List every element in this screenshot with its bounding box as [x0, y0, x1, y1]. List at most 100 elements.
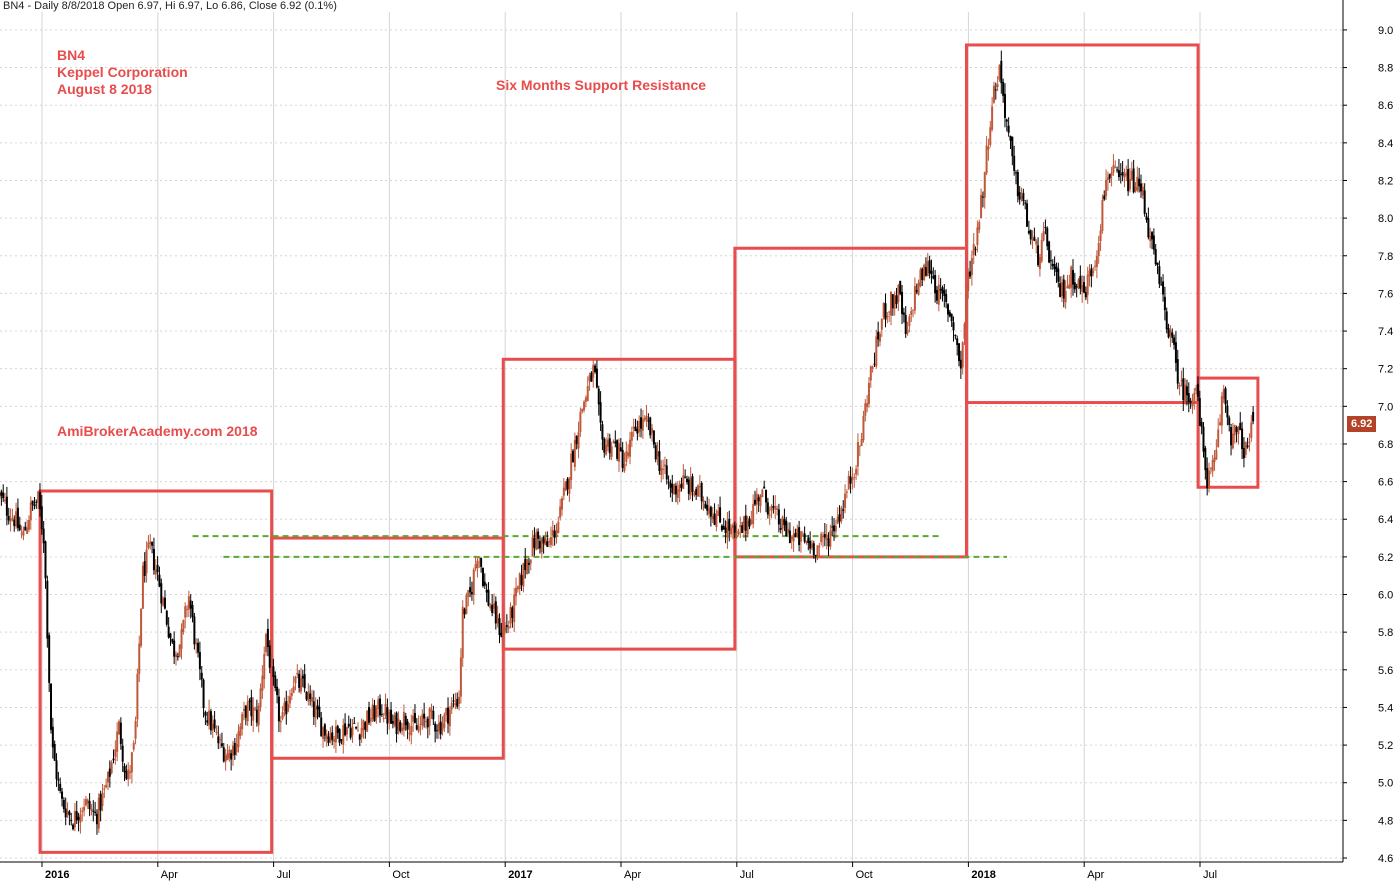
candle-body — [685, 478, 688, 483]
candle-body — [665, 465, 668, 480]
candle-body — [48, 635, 51, 683]
candle-body — [211, 723, 214, 731]
candle-body — [524, 558, 527, 571]
y-tick-label: 8.4 — [1378, 138, 1393, 150]
sr-box — [501, 357, 737, 651]
candle-body — [26, 527, 29, 534]
candle-body — [1112, 165, 1115, 173]
candle-body — [57, 779, 60, 781]
candle-body — [447, 707, 450, 724]
candle-body — [961, 342, 964, 368]
candle-body — [526, 559, 529, 574]
candle-body — [678, 484, 681, 492]
candle-body — [1125, 172, 1128, 176]
candle-body — [151, 541, 154, 546]
candle-body — [481, 568, 484, 586]
candle-body — [1114, 167, 1117, 169]
candle-body — [856, 441, 859, 467]
candle-body — [612, 441, 615, 443]
candle-body — [178, 644, 181, 657]
candle-body — [191, 605, 194, 617]
candle-body — [448, 709, 451, 727]
candle-body — [1101, 200, 1104, 232]
candle-body — [651, 428, 654, 434]
candle-body — [342, 725, 345, 745]
candle-body — [231, 745, 234, 756]
candle-body — [336, 725, 339, 733]
candle-body — [1180, 380, 1183, 382]
candle-body — [465, 595, 468, 615]
candle-body — [546, 541, 549, 547]
candle-body — [97, 797, 100, 829]
candle-body — [667, 481, 670, 483]
candle-body — [737, 531, 740, 535]
candle-body — [1189, 400, 1192, 403]
candle-body — [5, 496, 8, 516]
candle-body — [268, 645, 271, 668]
candle-body — [614, 441, 617, 444]
candle-body — [94, 811, 97, 813]
candle-body — [617, 443, 620, 462]
candle-body — [882, 302, 885, 318]
candle-body — [1215, 449, 1218, 460]
candle-body — [450, 702, 453, 710]
candle-body — [1151, 232, 1154, 240]
candle-body — [724, 527, 727, 534]
candle-body — [715, 515, 718, 527]
candle-body — [382, 718, 385, 720]
candle-body — [1022, 192, 1025, 201]
y-tick-label: 4.6 — [1378, 853, 1393, 865]
candle-body — [384, 703, 387, 716]
candle-body — [704, 503, 707, 509]
candle-body — [399, 722, 402, 732]
candle-body — [1231, 433, 1234, 449]
candle-body — [860, 439, 863, 446]
candle-body — [349, 728, 352, 738]
candle-body — [673, 483, 676, 495]
candle-body — [586, 386, 589, 401]
candle-body — [1092, 270, 1095, 274]
candle-body — [647, 420, 650, 422]
candle-body — [255, 709, 258, 723]
candle-body — [652, 430, 655, 445]
candle-body — [33, 504, 36, 507]
candle-body — [527, 562, 530, 566]
candle-body — [1064, 291, 1067, 303]
candle-body — [391, 720, 394, 724]
candle-body — [1015, 172, 1018, 174]
candle-body — [292, 686, 295, 693]
candle-body — [643, 417, 646, 420]
candle-body — [621, 449, 624, 468]
axes — [0, 0, 1344, 863]
candle-body — [1127, 168, 1130, 192]
candle-body — [154, 569, 157, 575]
candle-body — [1033, 236, 1036, 241]
candle-body — [180, 629, 183, 649]
candle-body — [950, 313, 953, 322]
candle-body — [200, 672, 203, 680]
candle-body — [230, 753, 233, 760]
candle-body — [428, 707, 431, 727]
candle-body — [202, 679, 205, 709]
candle-body — [1239, 423, 1242, 431]
candle-body — [878, 333, 881, 342]
candle-body — [162, 598, 165, 606]
candle-body — [1016, 172, 1019, 197]
candle-body — [765, 489, 768, 503]
candle-body — [847, 475, 850, 489]
y-tick-label: 8.8 — [1378, 63, 1393, 75]
candle-body — [114, 749, 117, 757]
candle-body — [597, 388, 600, 405]
candle-body — [540, 538, 543, 553]
candle-body — [522, 563, 525, 587]
candle-body — [197, 642, 200, 653]
y-axis-tick-labels: 4.6 4.8 5.0 5.2 5.4 5.6 5.8 6.0 6.2 6.4 6.6 6.8 7.0 7… — [1343, 25, 1393, 865]
candle-body — [805, 541, 808, 544]
candle-body — [285, 701, 288, 715]
candle-body — [281, 712, 284, 719]
candle-body — [932, 275, 935, 279]
candle-body — [645, 416, 648, 421]
candle-body — [1152, 235, 1155, 250]
candle-body — [619, 447, 622, 451]
candle-body — [66, 811, 69, 815]
